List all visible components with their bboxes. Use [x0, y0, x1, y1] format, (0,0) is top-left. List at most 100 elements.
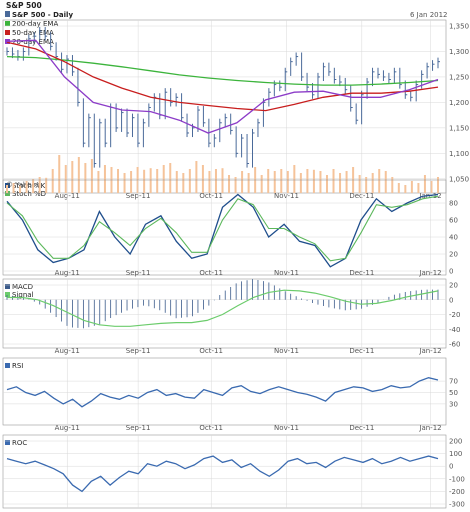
y-tick-label: 20	[449, 251, 458, 259]
volume-bar	[19, 185, 22, 193]
legend-ema50-swatch	[5, 30, 10, 35]
volume-bar	[339, 173, 342, 193]
legend-macd: MACD	[12, 283, 33, 291]
volume-bar	[162, 165, 165, 193]
volume-bar	[273, 171, 276, 193]
volume-bar	[84, 163, 87, 193]
volume-bar	[38, 177, 41, 193]
panel-frame	[2, 434, 447, 509]
y-tick-label: 70	[449, 378, 458, 386]
volume-bar	[306, 169, 309, 193]
chart-symbol: S&P 500	[6, 1, 42, 10]
x-tick-label: Aug-11	[55, 269, 80, 277]
panel-frame	[2, 357, 447, 426]
x-tick-label: Aug-11	[55, 424, 80, 432]
legend-stoch-k: Stoch %K	[12, 182, 46, 190]
panel-frame	[2, 179, 447, 276]
volume-bar	[6, 185, 8, 193]
y-tick-label: -300	[449, 501, 465, 509]
x-tick-label: Dec-11	[349, 347, 374, 355]
volume-bar	[280, 169, 283, 193]
x-tick-label: Dec-11	[349, 269, 374, 277]
legend-signal-swatch	[5, 292, 10, 297]
volume-bar	[130, 171, 133, 193]
volume-bar	[25, 181, 28, 193]
y-tick-label: 1,150	[449, 124, 469, 132]
volume-bar	[195, 161, 198, 193]
volume-bar	[378, 169, 381, 193]
volume-bar	[247, 173, 250, 193]
legend-macd-swatch	[5, 284, 10, 289]
volume-bar	[143, 169, 146, 193]
x-tick-label: Nov-11	[274, 347, 299, 355]
volume-bar	[437, 177, 439, 193]
legend-ema20: 20-day EMA	[12, 38, 54, 46]
volume-bar	[293, 165, 296, 193]
volume-bar	[188, 169, 191, 193]
x-tick-label: Oct-11	[199, 424, 223, 432]
rsi-line	[6, 377, 439, 408]
legend-rsi: RSI	[12, 362, 23, 370]
y-tick-label: 1,300	[449, 48, 469, 56]
signal-line	[7, 289, 439, 327]
volume-bar	[32, 179, 35, 193]
y-tick-label: 20	[449, 282, 458, 290]
volume-bar	[371, 173, 374, 193]
volume-bar	[97, 171, 100, 193]
legend-roc-swatch	[5, 440, 10, 445]
volume-bar	[64, 165, 67, 193]
volume-bar	[234, 177, 237, 193]
x-tick-label: Sep-11	[126, 424, 151, 432]
y-tick-label: 80	[449, 200, 458, 208]
volume-bar	[410, 181, 413, 193]
x-tick-label: Nov-11	[274, 424, 299, 432]
y-tick-label: 1,250	[449, 73, 469, 81]
volume-bar	[71, 161, 74, 193]
chart-date: 6 Jan 2012	[410, 11, 448, 19]
volume-bar	[319, 171, 322, 193]
legend-stoch-d: Stoch %D	[12, 190, 46, 198]
volume-bar	[117, 169, 120, 193]
plot-layer: 1,350 1,300 1,250 1,200 1,150 1,100 1,050 Aug-1…	[2, 19, 469, 509]
volume-bar	[12, 183, 15, 193]
chart-subtitle: S&P 500 - Daily	[12, 11, 73, 19]
volume-bar	[77, 157, 80, 193]
x-tick-label: Nov-11	[274, 269, 299, 277]
y-tick-label: -20	[449, 311, 460, 319]
volume-bar	[241, 171, 244, 193]
roc-line	[6, 455, 439, 493]
volume-bar	[404, 185, 407, 193]
volume-bar	[325, 175, 328, 193]
y-tick-label: 200	[449, 438, 462, 446]
header-color-icon	[5, 11, 10, 17]
x-tick-label: Aug-11	[55, 347, 80, 355]
volume-bar	[260, 175, 263, 193]
x-tick-label: Jan-12	[418, 269, 441, 277]
y-tick-label: -60	[449, 341, 460, 349]
legend-signal: Signal	[12, 291, 34, 299]
legend-ema50: 50-day EMA	[12, 29, 54, 37]
y-tick-label: 0	[449, 463, 453, 471]
legend-ema200-swatch	[5, 21, 10, 26]
volume-bar	[358, 175, 361, 193]
y-tick-label: 1,350	[449, 23, 469, 31]
volume-bar	[228, 175, 231, 193]
volume-bar	[345, 171, 348, 193]
volume-bar	[45, 177, 48, 193]
ema50-line	[6, 41, 439, 112]
volume-bar	[175, 171, 178, 193]
volume-bar	[423, 175, 426, 193]
y-tick-label: 100	[449, 450, 462, 458]
y-tick-label: 0	[449, 296, 453, 304]
x-tick-label: Dec-11	[349, 424, 374, 432]
volume-bar	[149, 168, 152, 193]
legend-stoch-d-swatch	[5, 191, 10, 196]
legend-ema200: 200-day EMA	[12, 20, 58, 28]
volume-bar	[221, 168, 224, 193]
y-tick-label: 1,200	[449, 99, 469, 107]
x-tick-label: Oct-11	[199, 269, 223, 277]
x-tick-label: Jan-12	[418, 424, 441, 432]
volume-bar	[51, 169, 54, 193]
volume-bar	[90, 159, 93, 193]
